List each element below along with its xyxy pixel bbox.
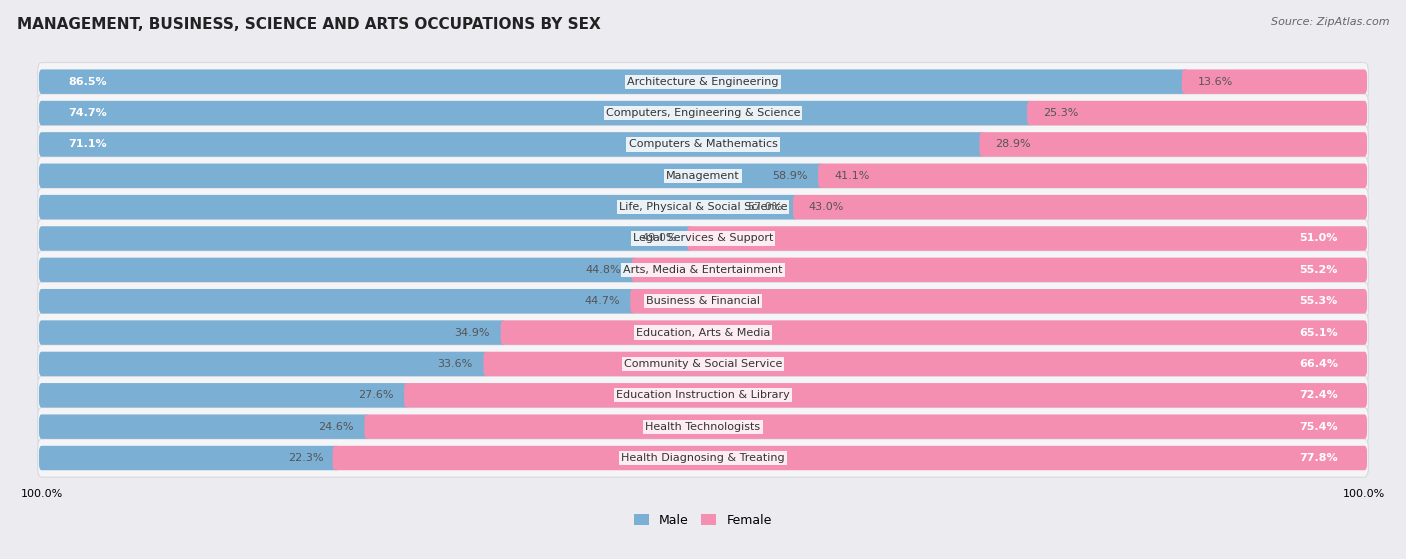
FancyBboxPatch shape [38, 408, 1368, 446]
FancyBboxPatch shape [38, 219, 1368, 258]
FancyBboxPatch shape [501, 320, 1367, 345]
Text: 13.6%: 13.6% [1198, 77, 1233, 87]
Text: Computers, Engineering & Science: Computers, Engineering & Science [606, 108, 800, 118]
FancyBboxPatch shape [793, 195, 1367, 219]
FancyBboxPatch shape [39, 195, 799, 219]
Text: Arts, Media & Entertainment: Arts, Media & Entertainment [623, 265, 783, 275]
Text: 58.9%: 58.9% [772, 170, 807, 181]
Text: 44.7%: 44.7% [583, 296, 620, 306]
FancyBboxPatch shape [364, 414, 1367, 439]
Text: 71.1%: 71.1% [67, 139, 107, 149]
Text: 28.9%: 28.9% [995, 139, 1031, 149]
FancyBboxPatch shape [39, 446, 339, 470]
Legend: Male, Female: Male, Female [630, 509, 776, 532]
FancyBboxPatch shape [484, 352, 1367, 376]
FancyBboxPatch shape [39, 383, 409, 408]
Text: Health Technologists: Health Technologists [645, 421, 761, 432]
FancyBboxPatch shape [39, 320, 506, 345]
FancyBboxPatch shape [688, 226, 1367, 251]
Text: 72.4%: 72.4% [1299, 390, 1339, 400]
Text: 86.5%: 86.5% [67, 77, 107, 87]
FancyBboxPatch shape [39, 414, 370, 439]
Text: 57.0%: 57.0% [747, 202, 782, 212]
FancyBboxPatch shape [38, 63, 1368, 101]
Text: Education Instruction & Library: Education Instruction & Library [616, 390, 790, 400]
FancyBboxPatch shape [38, 314, 1368, 352]
Text: 49.0%: 49.0% [641, 234, 676, 244]
Text: 41.1%: 41.1% [834, 170, 869, 181]
Text: Health Diagnosing & Treating: Health Diagnosing & Treating [621, 453, 785, 463]
Text: Architecture & Engineering: Architecture & Engineering [627, 77, 779, 87]
FancyBboxPatch shape [39, 164, 824, 188]
FancyBboxPatch shape [631, 258, 1367, 282]
FancyBboxPatch shape [38, 376, 1368, 414]
Text: Source: ZipAtlas.com: Source: ZipAtlas.com [1271, 17, 1389, 27]
Text: 55.3%: 55.3% [1299, 296, 1339, 306]
Text: Management: Management [666, 170, 740, 181]
FancyBboxPatch shape [38, 94, 1368, 132]
Text: 22.3%: 22.3% [288, 453, 323, 463]
Text: 25.3%: 25.3% [1043, 108, 1078, 118]
Text: 51.0%: 51.0% [1299, 234, 1339, 244]
FancyBboxPatch shape [38, 282, 1368, 320]
Text: 65.1%: 65.1% [1299, 328, 1339, 338]
Text: 33.6%: 33.6% [437, 359, 472, 369]
FancyBboxPatch shape [38, 157, 1368, 195]
FancyBboxPatch shape [333, 446, 1367, 470]
Text: 66.4%: 66.4% [1299, 359, 1339, 369]
Text: 34.9%: 34.9% [454, 328, 491, 338]
Text: 75.4%: 75.4% [1299, 421, 1339, 432]
FancyBboxPatch shape [39, 132, 984, 157]
FancyBboxPatch shape [39, 258, 637, 282]
FancyBboxPatch shape [630, 289, 1367, 314]
Text: Community & Social Service: Community & Social Service [624, 359, 782, 369]
FancyBboxPatch shape [39, 69, 1188, 94]
Text: 55.2%: 55.2% [1299, 265, 1339, 275]
FancyBboxPatch shape [38, 125, 1368, 164]
Text: 43.0%: 43.0% [808, 202, 844, 212]
FancyBboxPatch shape [38, 439, 1368, 477]
FancyBboxPatch shape [38, 251, 1368, 289]
Text: 44.8%: 44.8% [585, 265, 621, 275]
Text: Life, Physical & Social Science: Life, Physical & Social Science [619, 202, 787, 212]
Text: Education, Arts & Media: Education, Arts & Media [636, 328, 770, 338]
Text: 27.6%: 27.6% [359, 390, 394, 400]
FancyBboxPatch shape [818, 164, 1367, 188]
Text: 77.8%: 77.8% [1299, 453, 1339, 463]
FancyBboxPatch shape [1182, 69, 1367, 94]
FancyBboxPatch shape [1026, 101, 1367, 125]
FancyBboxPatch shape [38, 188, 1368, 226]
Text: Computers & Mathematics: Computers & Mathematics [628, 139, 778, 149]
Text: MANAGEMENT, BUSINESS, SCIENCE AND ARTS OCCUPATIONS BY SEX: MANAGEMENT, BUSINESS, SCIENCE AND ARTS O… [17, 17, 600, 32]
Text: Business & Financial: Business & Financial [645, 296, 761, 306]
FancyBboxPatch shape [39, 226, 692, 251]
Text: 74.7%: 74.7% [67, 108, 107, 118]
FancyBboxPatch shape [39, 289, 636, 314]
Text: Legal Services & Support: Legal Services & Support [633, 234, 773, 244]
Text: 24.6%: 24.6% [318, 421, 354, 432]
FancyBboxPatch shape [980, 132, 1367, 157]
FancyBboxPatch shape [404, 383, 1367, 408]
FancyBboxPatch shape [39, 352, 489, 376]
FancyBboxPatch shape [38, 345, 1368, 383]
FancyBboxPatch shape [39, 101, 1032, 125]
